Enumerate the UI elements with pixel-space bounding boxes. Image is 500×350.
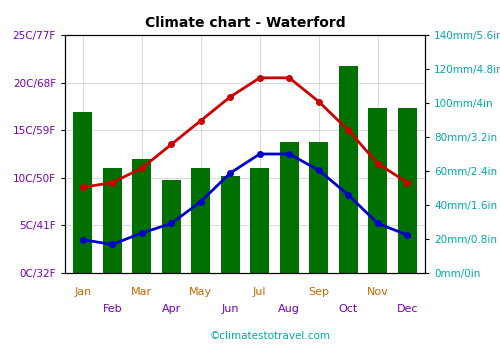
Bar — [398, 108, 417, 273]
Text: ©climatestotravel.com: ©climatestotravel.com — [210, 331, 331, 341]
Title: Climate chart - Waterford: Climate chart - Waterford — [144, 16, 346, 30]
Bar — [338, 65, 358, 273]
Bar — [280, 142, 299, 273]
Text: Jul: Jul — [253, 287, 266, 297]
Bar — [191, 168, 210, 273]
Text: Oct: Oct — [338, 304, 358, 315]
Bar — [368, 108, 388, 273]
Bar — [250, 168, 270, 273]
Text: Dec: Dec — [396, 304, 418, 315]
Text: Feb: Feb — [102, 304, 122, 315]
Text: Jun: Jun — [222, 304, 239, 315]
Bar — [162, 180, 181, 273]
Text: May: May — [189, 287, 212, 297]
Bar — [309, 142, 328, 273]
Text: Apr: Apr — [162, 304, 181, 315]
Text: Sep: Sep — [308, 287, 330, 297]
Bar — [132, 159, 152, 273]
Text: Aug: Aug — [278, 304, 300, 315]
Bar — [102, 168, 122, 273]
Text: Nov: Nov — [367, 287, 388, 297]
Text: Jan: Jan — [74, 287, 92, 297]
Bar — [220, 176, 240, 273]
Bar — [73, 112, 92, 273]
Text: Mar: Mar — [131, 287, 152, 297]
